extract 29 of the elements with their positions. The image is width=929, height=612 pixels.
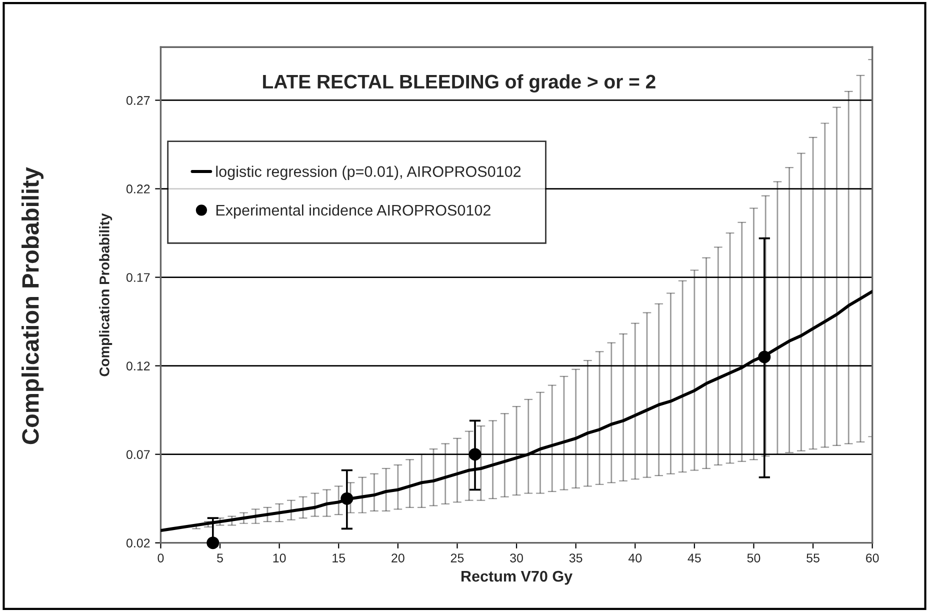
- x-axis-title: Rectum V70 Gy: [462, 570, 572, 585]
- y-tick-label: 0.27: [126, 96, 150, 105]
- x-tick-label: 60: [866, 554, 879, 562]
- x-tick-label: 15: [332, 554, 346, 562]
- point: [758, 350, 771, 364]
- y-tick-label: 0.07: [126, 450, 150, 459]
- legend-label: Experimental incidence AIROPROS0102: [216, 204, 490, 219]
- x-tick-label: 20: [392, 554, 404, 562]
- y-axis-title: Complication Probability: [99, 213, 112, 376]
- point: [340, 492, 354, 505]
- y-tick-label: 0.02: [126, 538, 150, 548]
- x-tick-label: 0: [158, 554, 164, 562]
- text: LATE RECTAL BLEEDING of grade > or = 2: [263, 74, 656, 92]
- x-tick-label: 30: [510, 554, 523, 562]
- y-tick-label: 0.17: [126, 273, 150, 282]
- x-tick-label: 10: [273, 554, 286, 562]
- x-tick-label: 25: [450, 554, 464, 562]
- text: Complication Probability: [22, 167, 44, 444]
- x-tick-label: 5: [217, 554, 223, 562]
- x-tick-label: 50: [747, 554, 760, 562]
- point: [206, 536, 220, 550]
- y-tick-label: 0.22: [126, 184, 150, 194]
- x-tick-label: 40: [628, 554, 642, 562]
- x-tick-label: 45: [688, 554, 701, 562]
- y-tick-label: 0.12: [126, 362, 150, 370]
- legend-label: logistic regression (p=0.01), AIROPROS0102: [216, 166, 521, 180]
- x-tick-label: 35: [569, 554, 582, 562]
- point: [468, 448, 482, 461]
- x-tick-label: 55: [806, 554, 820, 562]
